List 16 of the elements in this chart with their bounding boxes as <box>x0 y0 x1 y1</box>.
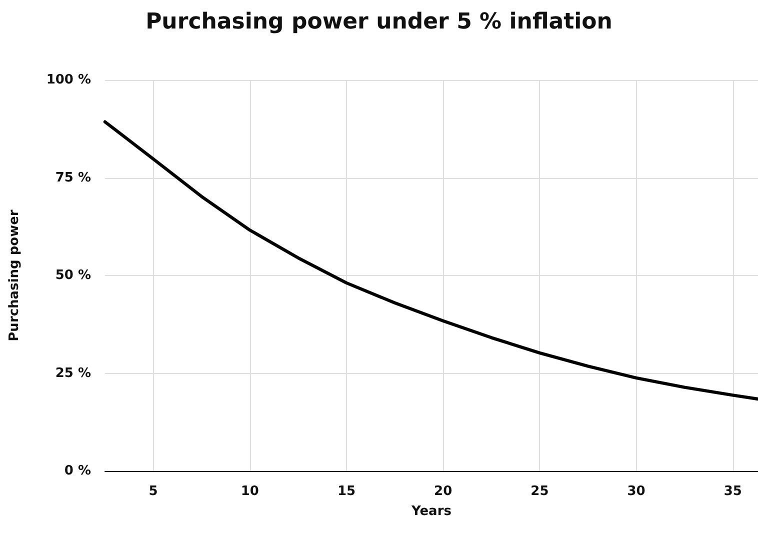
x-tick-label: 10 <box>240 484 259 499</box>
y-tick-label: 25 % <box>55 366 91 381</box>
x-tick-label: 30 <box>627 484 646 499</box>
x-tick-label: 15 <box>337 484 356 499</box>
line-series <box>103 120 758 401</box>
y-tick-label: 50 % <box>55 268 91 283</box>
x-axis-title: Years <box>410 504 452 519</box>
y-tick-label: 100 % <box>46 72 91 88</box>
x-tick-label: 35 <box>724 484 742 499</box>
chart-title: Purchasing power under 5 % inflation <box>146 10 612 34</box>
x-tick-label: 25 <box>530 484 549 499</box>
y-axis-title: Purchasing power <box>7 209 22 342</box>
x-tick-label: 20 <box>434 484 452 499</box>
x-tick-label: 5 <box>148 484 158 499</box>
y-tick-label: 0 % <box>64 464 91 478</box>
y-tick-label: 75 % <box>55 170 91 186</box>
